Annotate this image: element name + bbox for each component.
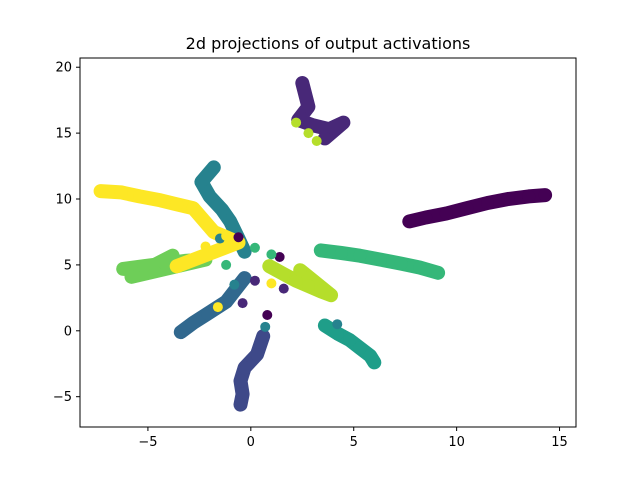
cluster-9-point-8: [170, 259, 184, 273]
cluster-8-point-6: [293, 263, 307, 277]
cluster-4-point-0: [207, 160, 221, 174]
cluster-0-point-0: [402, 214, 416, 228]
cluster-1-point-5: [336, 116, 350, 130]
cluster-5-point-2: [343, 333, 357, 347]
stray-point-3-0: [233, 232, 244, 243]
x-tick-label: 15: [551, 435, 568, 450]
cluster-0-point-3: [460, 201, 474, 215]
cluster-6-point-5: [413, 261, 427, 275]
cluster-3-point-5: [238, 271, 252, 285]
cluster-4-point-4: [223, 214, 237, 228]
x-tick-label: 10: [448, 435, 465, 450]
cluster-7-point-1: [137, 259, 151, 273]
y-axis: −5 0 5 10 15 20: [53, 61, 80, 405]
cluster-7-point-0: [116, 262, 130, 276]
cluster-9-point-5: [186, 201, 200, 215]
cluster-3-point-2: [201, 307, 215, 321]
cluster-8-point-4: [314, 284, 328, 298]
cluster-6-point-2: [353, 249, 367, 263]
cluster-8-point-3: [301, 279, 315, 293]
cluster-6-point-6: [431, 266, 445, 280]
cluster-2-point-1: [250, 348, 264, 362]
cluster-1-point-6: [318, 131, 332, 145]
cluster-3-point-0: [174, 325, 188, 339]
cluster-7-point-2: [157, 257, 171, 271]
cluster-2-point-5: [234, 398, 248, 412]
cluster-2-point-2: [238, 361, 252, 375]
cluster-0-point-2: [439, 207, 453, 221]
y-tick-label: 5: [64, 258, 72, 273]
cluster-2-point-0: [256, 329, 270, 343]
cluster-5-point-3: [353, 341, 367, 355]
cluster-4-point-1: [194, 175, 208, 189]
stray-point-1-0: [260, 321, 271, 332]
cluster-4-point-2: [203, 189, 217, 203]
y-tick-label: 10: [55, 193, 72, 208]
chart-title: 2d projections of output activations: [186, 34, 471, 53]
plot-frame: [79, 57, 577, 428]
cluster-5-point-1: [330, 326, 344, 340]
stray-point-1-3: [229, 279, 240, 290]
cluster-6-point-1: [334, 246, 348, 260]
stray-point-0-2: [311, 136, 322, 147]
y-tick-label: 15: [55, 127, 72, 142]
cluster-0-point-7: [538, 188, 552, 202]
cluster-8-point-2: [289, 274, 303, 288]
cluster-6-point-3: [373, 253, 387, 267]
cluster-8-point-1: [277, 267, 291, 281]
y-tick-label: 0: [64, 324, 72, 339]
stray-point-1-2: [332, 319, 343, 330]
stray-point-2-3: [212, 302, 223, 313]
stray-point-5-1: [221, 259, 232, 270]
cluster-9-point-0: [94, 184, 108, 198]
cluster-1-point-1: [301, 100, 315, 114]
cluster-9-point-4: [170, 197, 184, 211]
x-tick-label: 0: [247, 435, 255, 450]
stray-point-4-1: [237, 298, 248, 309]
cluster-0-point-6: [522, 189, 536, 203]
x-axis: −5 0 5 10 15: [138, 427, 568, 450]
cluster-5-point-5: [367, 355, 381, 369]
cluster-1-point-0: [295, 76, 309, 90]
stray-point-5-2: [249, 242, 260, 253]
stray-point-2-1: [221, 230, 232, 241]
cluster-8-point-5: [324, 288, 338, 302]
cluster-9-point-2: [133, 189, 147, 203]
cluster-0-point-5: [501, 192, 515, 206]
cluster-8-point-0: [262, 259, 276, 273]
y-tick-label: −5: [53, 390, 72, 405]
cluster-0-point-4: [481, 196, 495, 210]
x-tick-label: −5: [138, 435, 157, 450]
x-tick-label: 5: [350, 435, 358, 450]
stray-point-2-2: [266, 278, 277, 289]
plot-area: [93, 76, 553, 412]
cluster-7-point-5: [124, 270, 138, 284]
stray-point-4-0: [278, 283, 289, 294]
cluster-7-point-6: [166, 249, 180, 263]
cluster-2-point-4: [236, 387, 250, 401]
cluster-3-point-3: [219, 295, 233, 309]
stray-point-0-1: [303, 128, 314, 139]
stray-point-3-1: [274, 251, 285, 262]
y-tick-label: 20: [55, 61, 72, 76]
stray-point-2-0: [200, 241, 211, 252]
stray-point-4-2: [249, 275, 260, 286]
cluster-6-point-0: [314, 243, 328, 257]
stray-point-5-0: [266, 249, 277, 260]
cluster-9-point-3: [153, 193, 167, 207]
cluster-2-point-3: [234, 374, 248, 388]
cluster-6-point-4: [394, 257, 408, 271]
cluster-5-point-0: [318, 319, 332, 333]
cluster-0-point-1: [419, 210, 433, 224]
cluster-9-point-1: [114, 185, 128, 199]
stray-point-0-0: [291, 117, 302, 128]
stray-point-3-2: [262, 309, 273, 320]
cluster-4-point-3: [215, 203, 229, 217]
cluster-3-point-1: [186, 316, 200, 330]
